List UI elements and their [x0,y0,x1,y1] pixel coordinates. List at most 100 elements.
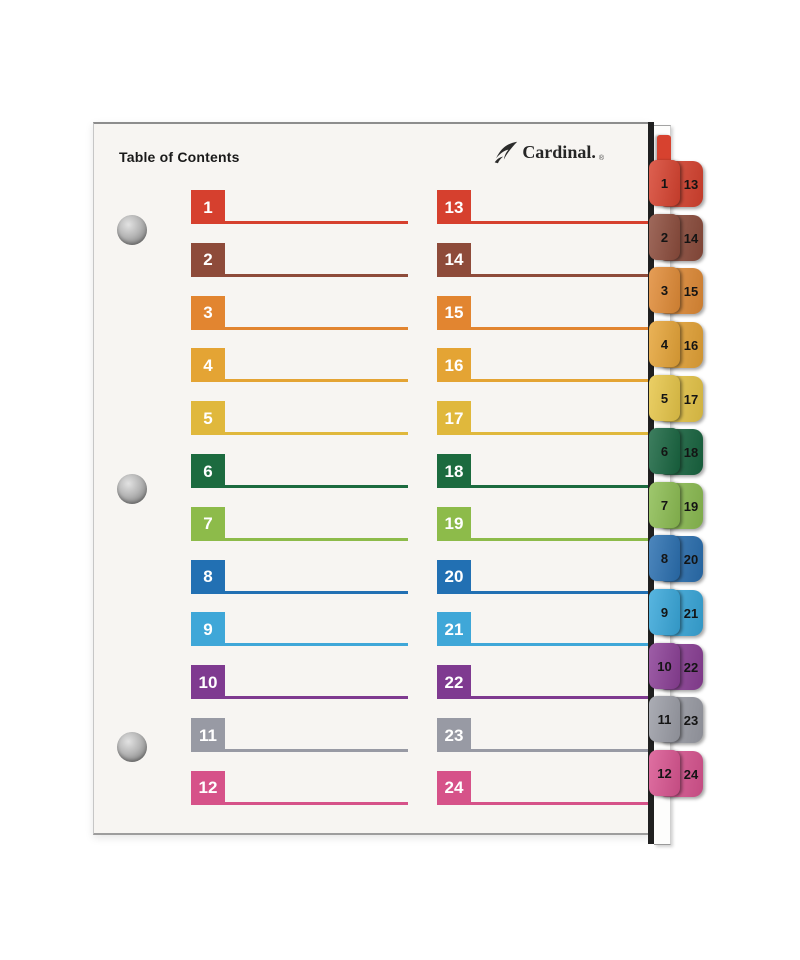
punch-hole [117,474,147,504]
entry-line [225,749,408,752]
entry-line [471,643,650,647]
entry-number: 2 [203,250,213,270]
tab-number: 15 [683,283,699,299]
toc-row-left: 10 [191,665,408,700]
entry-number: 7 [203,514,213,534]
toc-row-left: 6 [191,454,408,488]
index-tab-front: 12 [649,750,680,796]
index-tab-front: 5 [649,375,680,421]
toc-row-left: 9 [191,612,408,647]
tab-number: 18 [683,444,699,460]
tab-number: 9 [660,604,669,620]
tab-number: 8 [660,550,669,566]
tab-number: 19 [683,498,699,514]
index-tab-front: 4 [649,321,680,367]
entry-number: 1 [203,197,213,217]
entry-number-box: 8 [191,559,225,594]
entry-number-box: 2 [191,242,225,277]
toc-row-left: 11 [191,718,408,752]
entry-number: 4 [203,355,213,375]
entry-number: 11 [199,725,217,745]
entry-line [471,379,650,383]
toc-row-right: 20 [437,559,650,594]
entry-number: 23 [444,725,464,745]
entry-number-box: 10 [191,665,225,700]
entry-number-box: 7 [191,506,225,541]
entry-number-box: 13 [437,190,471,224]
toc-row-right: 23 [437,718,650,752]
toc-row-right: 17 [437,401,650,436]
entry-number-box: 15 [437,295,471,330]
brand-logo: Cardinal. ® [492,140,604,165]
entry-number: 13 [444,197,464,217]
entry-line [471,590,650,594]
toc-row-right: 21 [437,612,650,647]
index-tab-front: 8 [649,535,680,581]
entry-line [225,801,408,805]
tab-number: 17 [683,391,699,407]
entry-line [225,221,408,224]
entry-number: 14 [444,250,464,270]
toc-row-right: 22 [437,665,650,700]
entry-number-box: 6 [191,454,225,488]
toc-row-right: 19 [437,506,650,541]
index-tab-front: 3 [649,267,680,313]
entry-number: 5 [203,408,213,428]
entry-number-box: 9 [191,612,225,647]
page-title: Table of Contents [119,149,240,165]
toc-row-right: 14 [437,242,650,277]
toc-row-left: 2 [191,242,408,277]
divider-sheet: Table of Contents Cardinal. ® 1 13 2 14 3 15 4… [93,122,650,835]
entry-number-box: 18 [437,454,471,488]
tab-number: 21 [683,605,699,621]
entry-number: 12 [198,778,218,798]
entry-line [225,273,408,277]
index-tab-front: 9 [649,589,680,635]
tab-number: 5 [660,390,669,406]
toc-row-left: 3 [191,295,408,330]
entry-line [225,537,408,541]
index-tab-front: 11 [649,696,680,742]
entry-line [471,326,650,330]
entry-line [471,696,650,700]
tab-number: 14 [683,230,699,246]
entry-line [225,379,408,383]
index-tab-front: 7 [649,482,680,528]
registered-mark: ® [598,155,604,162]
entry-number-box: 5 [191,401,225,436]
entry-line [225,696,408,700]
entry-line [471,537,650,541]
tab-number: 22 [683,659,699,675]
tab-number: 10 [657,658,672,674]
toc-row-left: 12 [191,770,408,805]
punch-hole [117,215,147,245]
tab-number: 20 [683,551,699,567]
entry-number-box: 14 [437,242,471,277]
entry-number: 20 [444,567,464,587]
entry-line [225,326,408,330]
entry-number: 10 [198,672,218,692]
toc-row-right: 24 [437,770,650,805]
toc-row-right: 15 [437,295,650,330]
entry-line [471,221,650,224]
entry-number: 17 [444,408,464,428]
entry-number-box: 11 [191,718,225,752]
entry-line [225,590,408,594]
cardinal-bird-icon [492,140,519,165]
toc-row-left: 5 [191,401,408,436]
entry-number: 19 [444,514,464,534]
entry-number: 3 [203,303,213,323]
punch-hole [117,732,147,762]
tab-number: 13 [683,176,699,192]
entry-number-box: 16 [437,348,471,383]
entry-number: 18 [444,461,464,481]
brand-wordmark: Cardinal. [522,142,596,162]
entry-number-box: 17 [437,401,471,436]
entry-number-box: 3 [191,295,225,330]
entry-number-box: 4 [191,348,225,383]
index-tab-front: 2 [649,214,680,260]
tab-number: 16 [683,337,699,353]
entry-number-box: 21 [437,612,471,647]
entry-number: 6 [203,461,213,481]
